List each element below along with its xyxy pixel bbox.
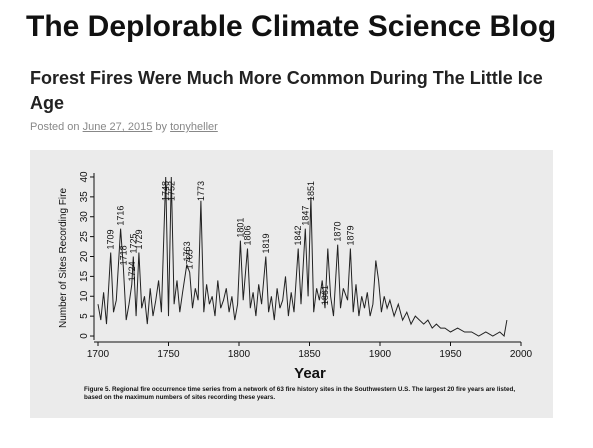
peak-year-label: 1748 bbox=[161, 181, 171, 201]
x-tick-label: 1700 bbox=[87, 349, 110, 360]
figure-caption: Figure 5. Regional fire occurrence time … bbox=[84, 386, 516, 401]
y-tick-label: 20 bbox=[79, 251, 90, 263]
peak-year-label: 1861 bbox=[320, 285, 330, 305]
x-tick-label: 1850 bbox=[298, 349, 321, 360]
y-axis-label: Number of Sites Recording Fire bbox=[58, 188, 69, 328]
data-line bbox=[97, 176, 508, 337]
peak-year-label: 1879 bbox=[345, 226, 355, 246]
peak-year-label: 1709 bbox=[106, 229, 116, 249]
x-tick-label: 1900 bbox=[369, 349, 392, 360]
y-tick-label: 5 bbox=[79, 313, 90, 319]
posted-on: Posted on bbox=[30, 121, 80, 133]
peak-year-label: 1752 bbox=[166, 181, 176, 201]
post-date[interactable]: June 27, 2015 bbox=[82, 121, 153, 133]
x-tick-label: 1750 bbox=[157, 349, 180, 360]
peak-year-label: 1870 bbox=[333, 222, 343, 242]
y-tick-label: 10 bbox=[79, 290, 90, 302]
peak-year-label: 1725 bbox=[128, 233, 138, 253]
peak-year-label: 1842 bbox=[293, 226, 303, 246]
y-tick-label: 25 bbox=[79, 231, 90, 243]
blog-title[interactable]: The Deplorable Climate Science Blog bbox=[26, 10, 557, 43]
peak-year-label: 1765 bbox=[185, 249, 195, 269]
peak-year-label: 1819 bbox=[261, 233, 271, 253]
by: by bbox=[155, 121, 168, 133]
y-tick-label: 35 bbox=[79, 191, 90, 203]
x-axis-label: Year bbox=[294, 365, 326, 382]
post-title[interactable]: Forest Fires Were Much More Common Durin… bbox=[30, 68, 543, 113]
peak-year-label: 1729 bbox=[134, 229, 144, 249]
x-tick-label: 1800 bbox=[228, 349, 251, 360]
peak-year-label: 1724 bbox=[127, 261, 137, 281]
y-tick-label: 40 bbox=[79, 171, 90, 183]
peak-year-label: 1773 bbox=[196, 181, 206, 201]
peak-year-label: 1801 bbox=[235, 218, 245, 238]
peak-year-label: 1716 bbox=[116, 206, 126, 226]
y-tick-label: 30 bbox=[79, 211, 90, 223]
peak-year-label: 1851 bbox=[306, 181, 316, 201]
y-tick-label: 0 bbox=[79, 333, 90, 339]
peak-year-label: 1806 bbox=[242, 226, 252, 246]
peak-year-label: 1718 bbox=[118, 245, 128, 265]
author-link[interactable]: tonyheller bbox=[170, 121, 218, 133]
post-meta: Posted on June 27, 2015 by tonyheller bbox=[30, 121, 218, 133]
x-tick-label: 2000 bbox=[510, 349, 533, 360]
y-tick-label: 15 bbox=[79, 270, 90, 282]
peak-year-label: 1847 bbox=[300, 206, 310, 226]
peak-year-label: 1763 bbox=[182, 241, 192, 261]
x-tick-label: 1950 bbox=[439, 349, 462, 360]
